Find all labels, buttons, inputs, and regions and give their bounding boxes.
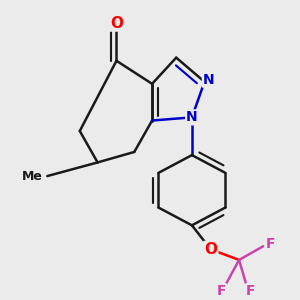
Text: N: N (203, 73, 214, 87)
Text: O: O (110, 16, 123, 31)
Text: F: F (266, 237, 275, 251)
Text: F: F (246, 284, 255, 298)
Text: O: O (204, 242, 217, 257)
Text: Me: Me (22, 169, 43, 183)
Text: F: F (217, 284, 226, 298)
Text: N: N (186, 110, 198, 124)
